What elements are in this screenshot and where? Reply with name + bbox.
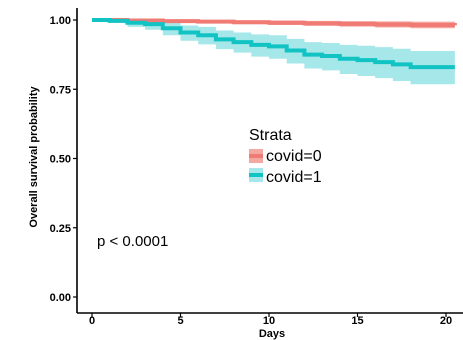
x-tick-label: 10 <box>263 315 275 327</box>
survival-curve-covid0 <box>92 18 457 27</box>
x-tick-label: 0 <box>89 315 95 327</box>
y-tick-label: 0.25 <box>50 223 71 235</box>
y-axis-title: Overall survival probability <box>28 86 40 228</box>
y-axis-ticks: 0.00 0.25 0.50 0.75 1.00 <box>50 15 77 304</box>
x-tick-label: 5 <box>177 315 183 327</box>
axes <box>76 8 463 314</box>
survival-curve-covid1 <box>92 18 455 70</box>
y-tick-label: 1.00 <box>50 15 71 27</box>
p-value-annotation: p < 0.0001 <box>97 233 168 250</box>
confidence-bands <box>92 20 455 86</box>
y-tick-label: 0.00 <box>50 292 71 304</box>
y-tick-label: 0.75 <box>50 84 71 96</box>
x-axis-title: Days <box>259 328 285 340</box>
legend-title: Strata <box>249 127 292 144</box>
x-tick-label: 20 <box>440 315 452 327</box>
legend-label-covid1: covid=1 <box>266 169 322 186</box>
legend-label-covid0: covid=0 <box>266 148 322 165</box>
survival-curves <box>92 18 457 70</box>
x-tick-label: 15 <box>351 315 363 327</box>
x-axis-ticks: 0 5 10 15 20 <box>89 313 452 327</box>
legend: Strata covid=0 covid=1 <box>249 127 322 186</box>
y-tick-label: 0.50 <box>50 154 71 166</box>
confidence-band-covid1 <box>92 20 455 86</box>
